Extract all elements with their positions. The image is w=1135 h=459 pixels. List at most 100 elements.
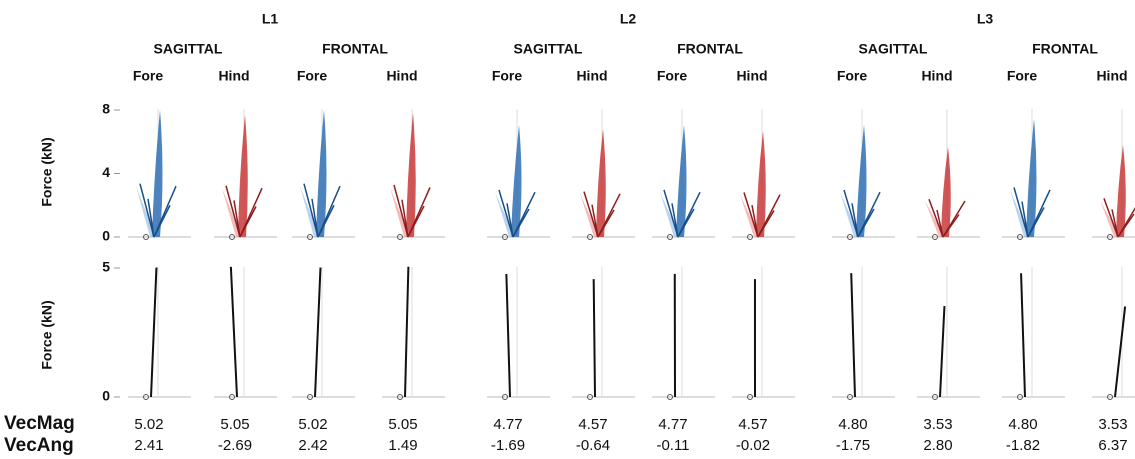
limb-label: Fore <box>492 68 523 84</box>
vec-ang-value: -2.69 <box>218 437 252 454</box>
vec-ang-value: -1.75 <box>836 437 870 454</box>
row-label: VecMag <box>4 413 75 434</box>
plane-label: FRONTAL <box>677 41 743 57</box>
force-vector <box>857 208 875 238</box>
force-vector <box>1021 201 1029 238</box>
force-fan <box>406 113 416 237</box>
origin <box>667 234 673 240</box>
force-vector <box>506 203 514 238</box>
force-fan <box>596 129 606 237</box>
force-vector <box>303 183 319 238</box>
y-tick-label: 5 <box>102 259 110 275</box>
force-vector <box>147 198 155 238</box>
force-fan <box>1026 119 1037 237</box>
force-fan <box>238 115 248 237</box>
vec-ang-value: 2.42 <box>298 437 327 454</box>
force-vector <box>677 208 695 238</box>
force-vector <box>139 183 155 238</box>
origin <box>229 394 235 400</box>
vec-mag-value: 4.80 <box>838 416 867 433</box>
origin <box>229 234 235 240</box>
limb-label: Fore <box>657 68 688 84</box>
y-tick-label: 4 <box>102 164 110 180</box>
force-vector <box>597 209 615 238</box>
origin <box>307 394 313 400</box>
vec-ang-value: -1.69 <box>491 437 525 454</box>
vec-mag-value: 4.80 <box>1008 416 1037 433</box>
vec-mag-value: 5.05 <box>388 416 417 433</box>
group-label: L1 <box>262 11 279 27</box>
force-fan <box>316 110 327 237</box>
vec-mag-value: 4.77 <box>658 416 687 433</box>
force-vector <box>936 209 944 238</box>
force-vector <box>1117 213 1135 238</box>
origin <box>502 234 508 240</box>
limb-label: Hind <box>736 68 767 84</box>
force-vector <box>751 205 759 238</box>
y-tick-label: 8 <box>102 101 110 117</box>
force-fan <box>580 193 600 237</box>
limb-label: Fore <box>133 68 164 84</box>
force-vector <box>233 200 241 238</box>
force-vector <box>591 204 599 238</box>
force-vector <box>671 203 679 238</box>
vec-mag-value: 5.05 <box>220 416 249 433</box>
origin <box>747 234 753 240</box>
resultant-vector <box>1114 306 1127 398</box>
force-fan <box>740 194 760 237</box>
force-vector <box>407 205 425 238</box>
force-vector <box>663 189 679 238</box>
vec-mag-value: 3.53 <box>923 416 952 433</box>
origin <box>502 394 508 400</box>
origin <box>847 394 853 400</box>
origin <box>587 234 593 240</box>
limb-label: Hind <box>921 68 952 84</box>
force-vector <box>1103 198 1119 238</box>
force-vector <box>317 204 335 238</box>
origin <box>307 234 313 240</box>
force-vector <box>498 189 514 238</box>
vec-mag-value: 4.57 <box>578 416 607 433</box>
vec-ang-value: -0.11 <box>656 437 689 454</box>
limb-label: Fore <box>837 68 868 84</box>
resultant-vector <box>314 267 322 398</box>
limb-label: Hind <box>386 68 417 84</box>
vec-mag-value: 4.57 <box>738 416 767 433</box>
limb-label: Hind <box>1096 68 1127 84</box>
y-tick-label: 0 <box>102 228 110 244</box>
origin <box>847 234 853 240</box>
plane-label: SAGITTAL <box>514 41 583 57</box>
resultant-vector <box>404 266 410 398</box>
group-label: L3 <box>977 11 994 27</box>
resultant-vector <box>150 267 158 398</box>
force-vector <box>239 206 257 238</box>
limb-label: Hind <box>218 68 249 84</box>
plane-label: SAGITTAL <box>859 41 928 57</box>
vec-mag-value: 5.02 <box>298 416 327 433</box>
force-vector <box>843 189 859 238</box>
force-fan <box>756 131 766 237</box>
force-vector <box>942 214 960 238</box>
origin <box>1107 394 1113 400</box>
vec-ang-value: 2.80 <box>923 437 952 454</box>
force-fan <box>511 125 522 237</box>
origin <box>1017 394 1023 400</box>
force-fan <box>1010 189 1030 237</box>
resultant-vector <box>592 279 596 398</box>
resultant-vector <box>939 305 946 398</box>
plane-label: FRONTAL <box>322 41 388 57</box>
force-vector <box>153 204 171 238</box>
resultant-vector <box>1020 273 1026 398</box>
force-vector <box>225 185 241 238</box>
origin <box>143 394 149 400</box>
origin <box>1017 234 1023 240</box>
force-vector <box>851 203 859 238</box>
origin <box>932 234 938 240</box>
force-fan <box>1116 145 1126 237</box>
group-label: L2 <box>620 11 637 27</box>
vec-ang-value: -0.64 <box>576 437 610 454</box>
vec-ang-value: 1.49 <box>388 437 417 454</box>
force-vector <box>311 198 319 238</box>
resultant-vector <box>850 273 856 398</box>
resultant-vector <box>505 273 511 398</box>
